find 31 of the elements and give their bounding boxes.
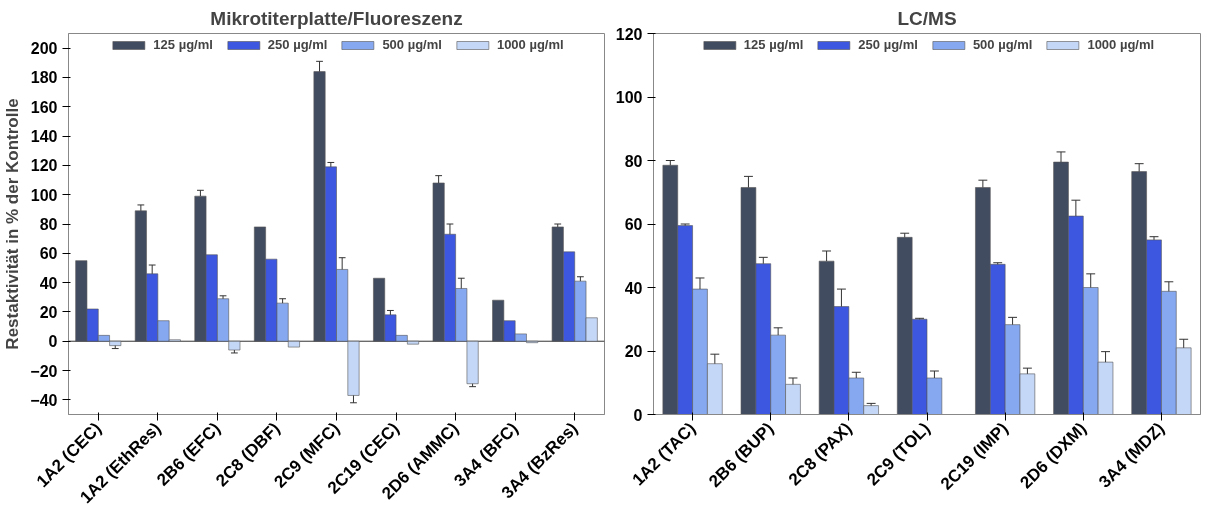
y-tick-label: 160 [30, 98, 58, 116]
legend-label: 125 µg/ml [153, 37, 213, 52]
y-tick-label: 140 [30, 128, 58, 146]
y-tick-label: 120 [615, 25, 643, 43]
legend-label: 250 µg/ml [267, 37, 328, 52]
y-tick-label: 40 [39, 274, 58, 292]
y-tick-label: 0 [633, 406, 643, 424]
legend-label: 500 µg/ml [972, 37, 1033, 52]
y-tick-label: 20 [39, 303, 58, 321]
legend-label: 1000 µg/ml [496, 37, 564, 52]
y-tick-label: −40 [30, 391, 58, 409]
y-tick-label: 80 [624, 152, 643, 170]
y-tick-label: 60 [39, 245, 58, 263]
y-tick-label: 180 [30, 69, 58, 87]
y-axis-title: Restaktivität in % der Kontrolle [3, 98, 23, 350]
y-tick-label: 80 [39, 216, 58, 233]
y-tick-label: −20 [30, 362, 58, 380]
legend-label: 500 µg/ml [382, 37, 442, 52]
y-tick-label: 20 [624, 343, 643, 360]
chart-title: LC/MS [897, 7, 957, 29]
chart-title: Mikrotiterplatte/Fluoreszenz [210, 7, 463, 29]
legend-label: 250 µg/ml [858, 37, 918, 52]
y-tick-label: 100 [30, 186, 58, 204]
legend-label: 1000 µg/ml [1087, 37, 1155, 52]
y-tick-label: 40 [624, 279, 643, 297]
legend-label: 125 µg/ml [743, 37, 804, 52]
y-tick-label: 100 [615, 89, 643, 106]
y-tick-label: 200 [30, 40, 58, 58]
y-tick-label: 60 [624, 216, 643, 233]
y-tick-label: 120 [30, 157, 58, 175]
y-tick-label: 0 [48, 333, 58, 351]
